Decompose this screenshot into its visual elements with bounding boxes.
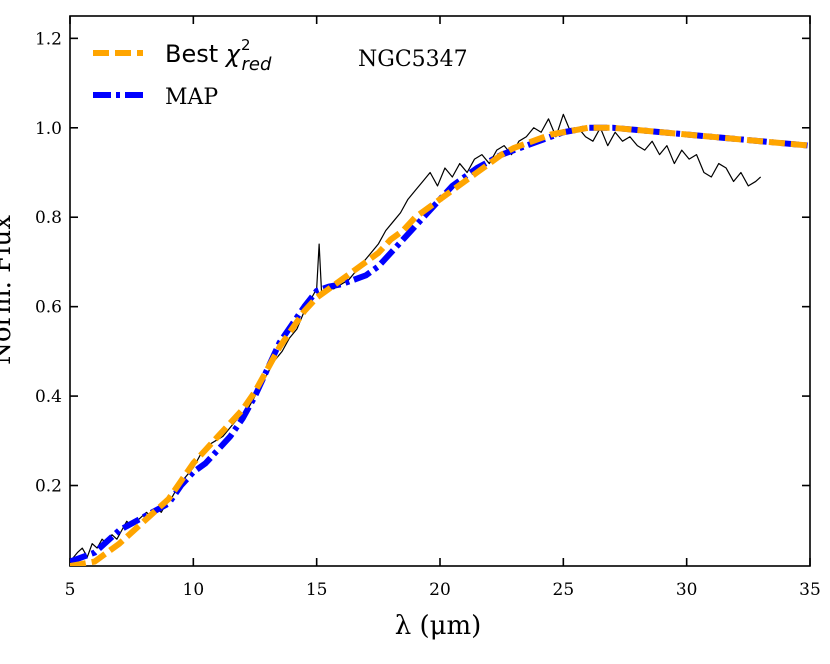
y-tick-label: 0.6 xyxy=(35,298,62,318)
x-tick-label: 30 xyxy=(676,580,698,600)
x-tick-label: 35 xyxy=(799,580,821,600)
x-tick-label: 5 xyxy=(65,580,76,600)
series-best-chi2-red xyxy=(70,124,810,566)
x-axis-title: λ (μm) xyxy=(395,611,482,641)
legend-label-map: MAP xyxy=(165,85,218,110)
galaxy-name-annotation: NGC5347 xyxy=(358,47,468,72)
y-axis-title: Norm. Flux xyxy=(0,215,17,365)
legend-label-sup: 2 xyxy=(241,36,251,54)
x-tick-label: 10 xyxy=(183,580,205,600)
legend-label-sub: red xyxy=(242,54,272,75)
series-map xyxy=(70,124,810,565)
y-axis-ticks: 0.2 0.4 0.6 0.8 1.0 1.2 xyxy=(35,29,810,497)
y-tick-label: 1.0 xyxy=(35,119,62,139)
series-observed-spectrum xyxy=(70,113,762,562)
legend-label-best-main: Best xyxy=(165,40,226,68)
x-tick-label: 25 xyxy=(553,580,575,600)
series-layer xyxy=(70,113,810,566)
y-tick-label: 0.2 xyxy=(35,477,62,497)
y-tick-label: 1.2 xyxy=(35,29,62,49)
x-tick-label: 20 xyxy=(429,580,451,600)
legend-label-best-chi2: Best χ2 red xyxy=(165,36,272,75)
y-tick-label: 0.8 xyxy=(35,208,62,228)
y-tick-label: 0.4 xyxy=(35,387,62,407)
x-tick-label: 15 xyxy=(306,580,328,600)
legend-label-chi: χ xyxy=(224,40,241,68)
x-axis-ticks: 5 10 15 20 25 30 35 xyxy=(65,16,821,600)
legend: Best χ2 red MAP xyxy=(93,36,272,110)
